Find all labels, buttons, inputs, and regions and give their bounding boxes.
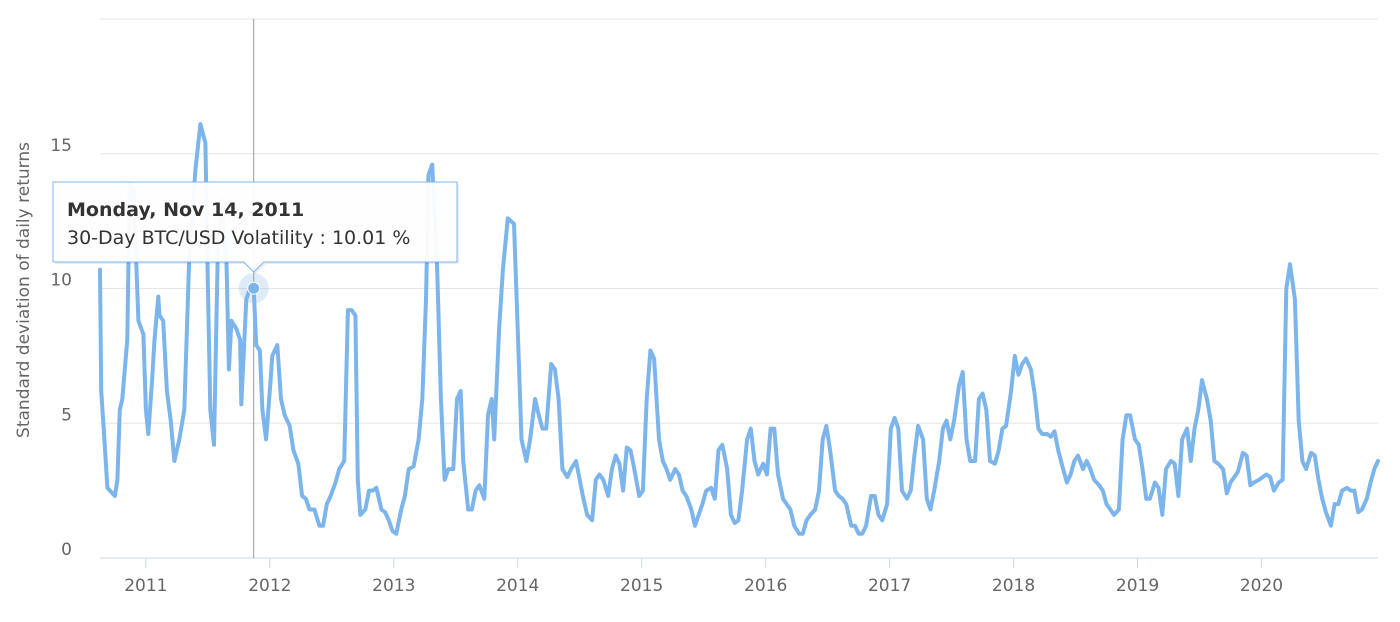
tooltip: Monday, Nov 14, 2011 30-Day BTC/USD Volat… xyxy=(52,181,459,274)
x-tick-label: 2011 xyxy=(124,576,167,596)
x-tick-label: 2012 xyxy=(248,576,291,596)
x-tick-label: 2018 xyxy=(992,576,1035,596)
line-series xyxy=(98,122,1380,536)
x-tick-label: 2015 xyxy=(620,576,663,596)
hover-marker xyxy=(247,281,261,295)
y-tick-label: 5 xyxy=(61,405,72,425)
x-tick-label: 2019 xyxy=(1116,576,1159,596)
y-tick-label: 0 xyxy=(61,540,72,560)
tooltip-text: 30-Day BTC/USD Volatility : 10.01 % xyxy=(67,227,410,249)
x-tick-label: 2013 xyxy=(372,576,415,596)
x-tick-label: 2020 xyxy=(1240,576,1283,596)
y-tick-label: 10 xyxy=(50,271,72,291)
x-tick-label: 2016 xyxy=(744,576,787,596)
y-axis-title: Standard deviation of daily returns xyxy=(14,142,34,438)
y-tick-label: 15 xyxy=(50,136,72,156)
tooltip-box xyxy=(52,181,458,273)
x-tick-label: 2014 xyxy=(496,576,539,596)
tooltip-title: Monday, Nov 14, 2011 xyxy=(67,199,304,221)
x-tick-label: 2017 xyxy=(868,576,911,596)
